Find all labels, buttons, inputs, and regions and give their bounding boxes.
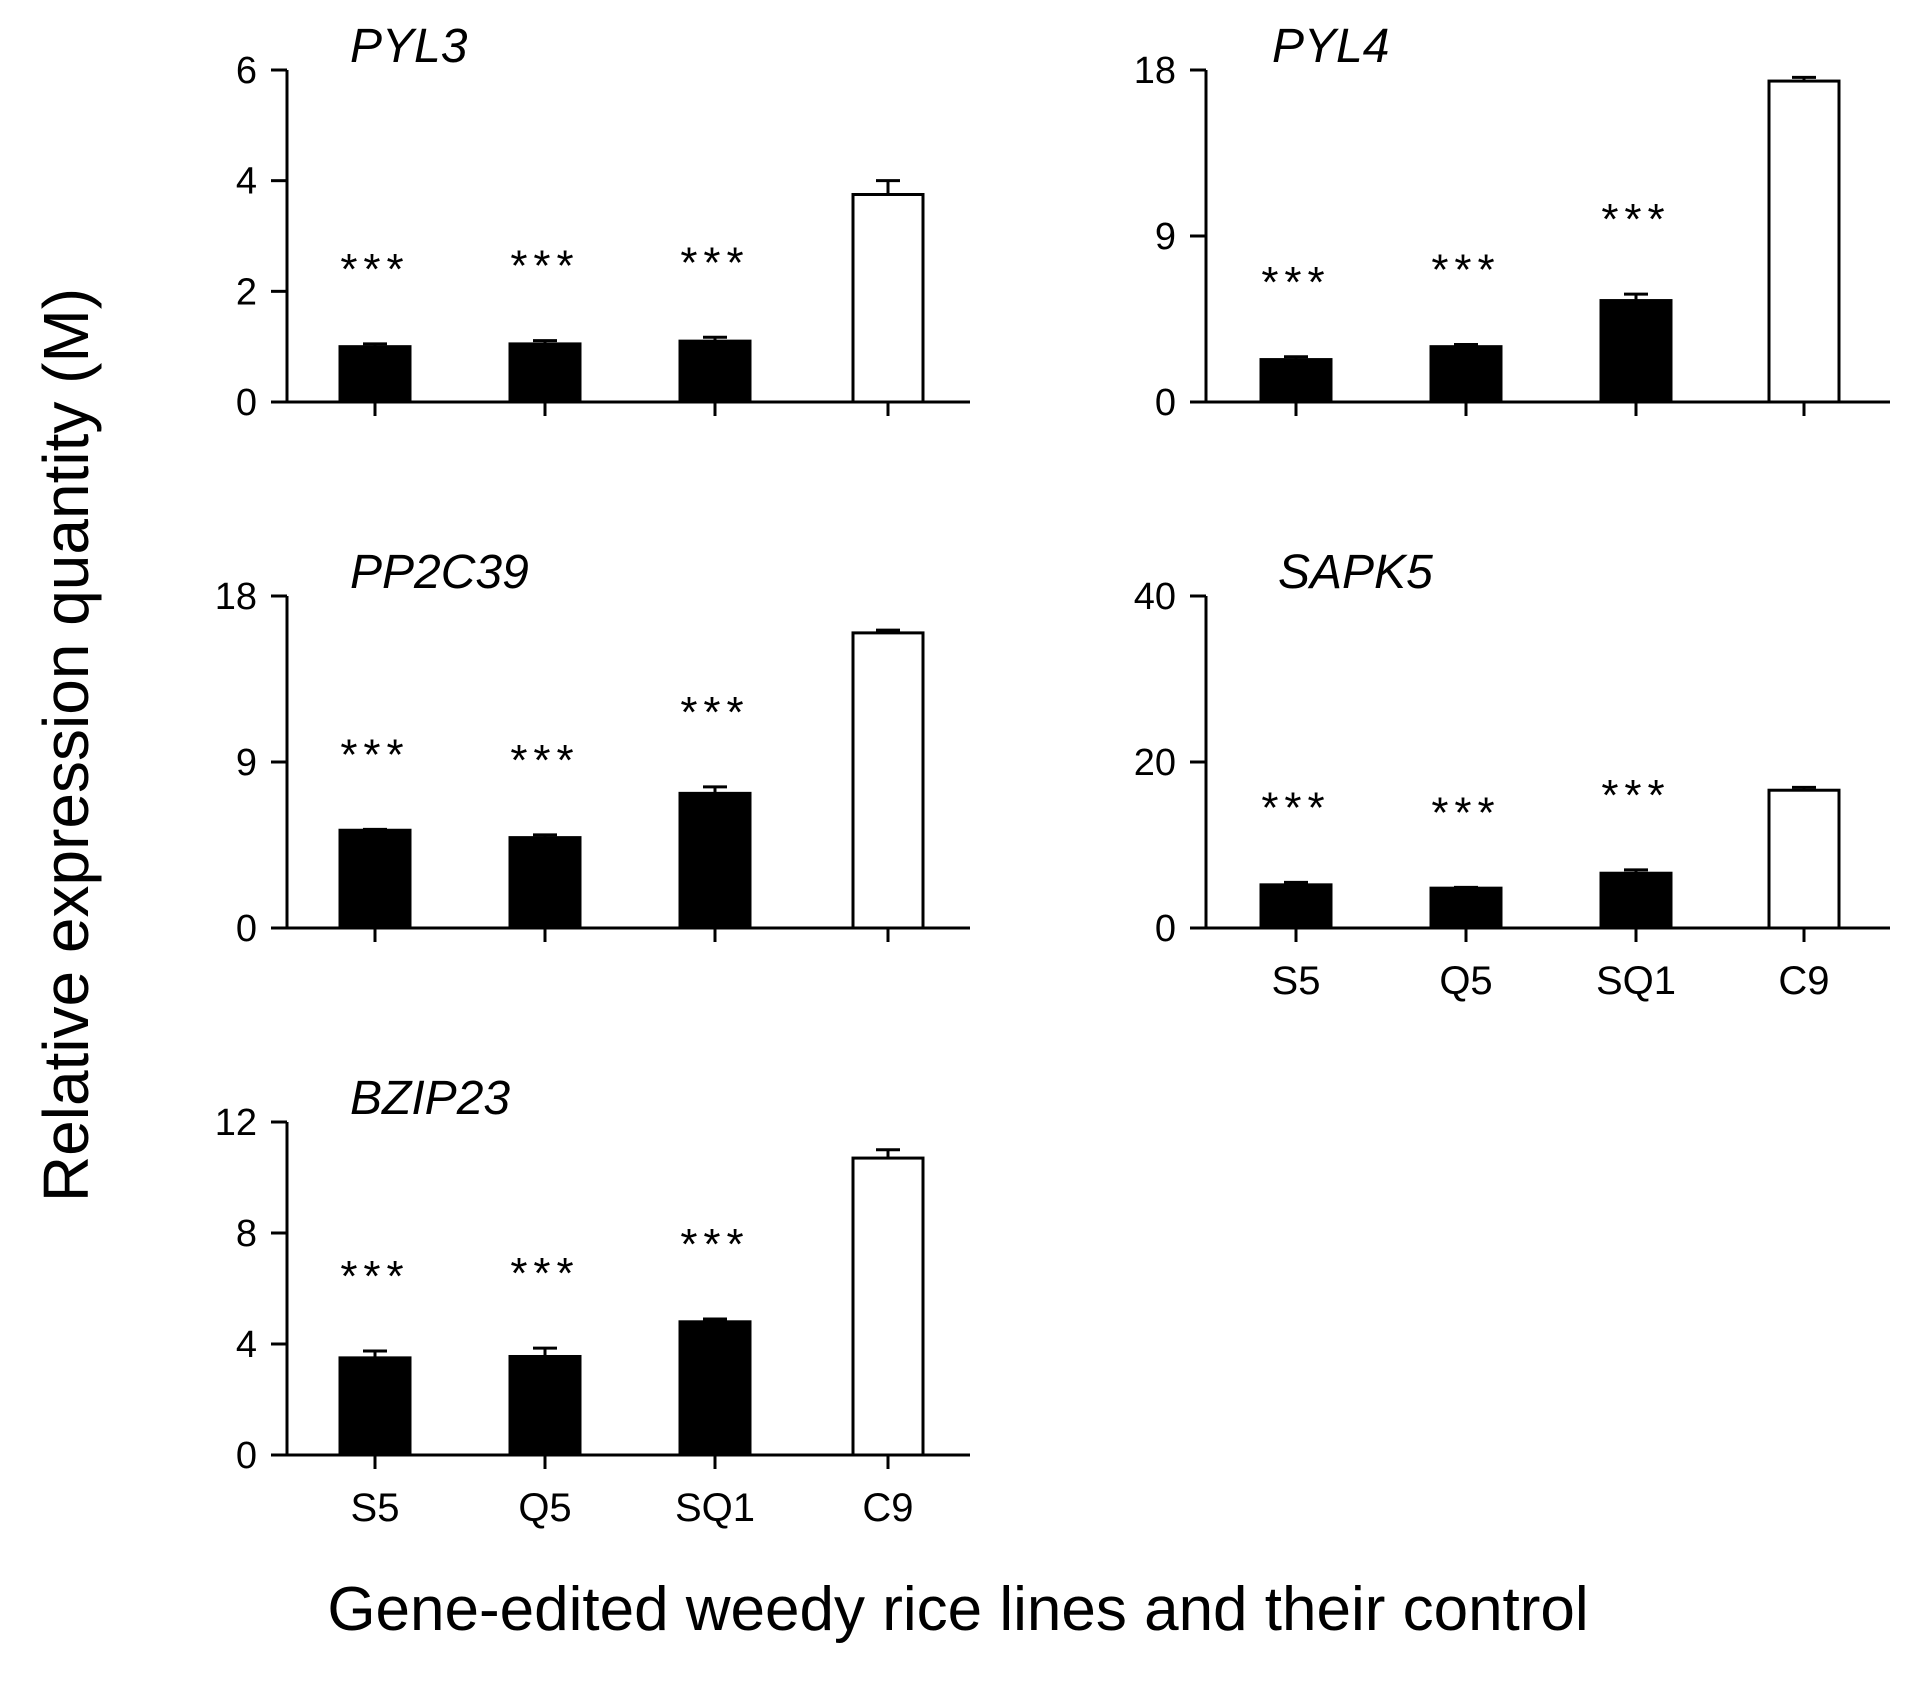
y-tick-label: 8 xyxy=(236,1213,257,1255)
x-category-label: SQ1 xyxy=(675,1486,755,1530)
chart-panel-sapk5: SAPK5 0 20 40 *** S5 *** Q5 *** SQ1 C9 xyxy=(1134,546,1890,1003)
bar-q5 xyxy=(1429,345,1503,404)
panel-title: SAPK5 xyxy=(1278,546,1433,599)
panel-title: BZIP23 xyxy=(350,1072,510,1125)
significance-mark: *** xyxy=(1601,195,1670,244)
significance-mark: *** xyxy=(1601,771,1670,820)
significance-mark: *** xyxy=(1431,245,1500,294)
chart-panel-pyl4: PYL4 0 9 18 *** *** *** xyxy=(1134,20,1890,424)
significance-mark: *** xyxy=(510,1249,579,1298)
bar-q5 xyxy=(508,836,582,930)
y-tick-label: 0 xyxy=(236,382,257,424)
x-category-label: S5 xyxy=(351,1486,400,1530)
significance-mark: *** xyxy=(680,688,749,737)
significance-mark: *** xyxy=(340,245,409,294)
bar-sq1 xyxy=(678,1320,752,1457)
y-tick-label: 2 xyxy=(236,271,257,313)
bar-c9 xyxy=(851,193,925,404)
y-tick-label: 4 xyxy=(236,161,257,203)
y-tick-label: 6 xyxy=(236,50,257,92)
y-tick-label: 9 xyxy=(236,742,257,784)
bar-q5 xyxy=(508,342,582,404)
y-tick-label: 0 xyxy=(1155,382,1176,424)
x-category-label: Q5 xyxy=(518,1486,571,1530)
y-tick-label: 0 xyxy=(236,1435,257,1477)
chart-panel-bzip23: BZIP23 0 4 8 12 *** S5 *** Q5 *** SQ1 C9 xyxy=(215,1072,970,1530)
significance-mark: *** xyxy=(510,242,579,291)
bar-sq1 xyxy=(678,339,752,404)
x-axis-label: Gene-edited weedy rice lines and their c… xyxy=(327,1575,1588,1644)
y-tick-label: 18 xyxy=(1134,50,1176,92)
bar-s5 xyxy=(1259,358,1333,404)
significance-mark: *** xyxy=(1261,258,1330,307)
panel-title: PYL4 xyxy=(1272,20,1389,73)
chart-panel-pp2c39: PP2C39 0 9 18 *** *** *** xyxy=(215,546,970,950)
significance-mark: *** xyxy=(1431,788,1500,837)
significance-mark: *** xyxy=(340,1252,409,1301)
y-tick-label: 0 xyxy=(1155,908,1176,950)
x-category-label: S5 xyxy=(1272,959,1321,1003)
bar-q5 xyxy=(1429,886,1503,930)
bar-c9 xyxy=(1767,79,1841,404)
panel-title: PYL3 xyxy=(350,20,468,73)
significance-mark: *** xyxy=(680,1220,749,1269)
significance-mark: *** xyxy=(1261,783,1330,832)
chart-panel-pyl3: PYL3 0 2 4 6 *** *** *** xyxy=(236,20,970,424)
panel-title: PP2C39 xyxy=(350,546,529,599)
y-tick-label: 4 xyxy=(236,1324,257,1366)
significance-mark: *** xyxy=(510,736,579,785)
y-tick-label: 18 xyxy=(215,576,257,618)
bar-s5 xyxy=(338,828,412,930)
x-category-label: C9 xyxy=(862,1486,913,1530)
bar-c9 xyxy=(851,1156,925,1457)
y-tick-label: 9 xyxy=(1155,216,1176,258)
y-tick-label: 0 xyxy=(236,908,257,950)
bar-sq1 xyxy=(1599,871,1673,930)
x-category-label: Q5 xyxy=(1439,959,1492,1003)
bar-sq1 xyxy=(678,791,752,930)
y-tick-label: 20 xyxy=(1134,742,1176,784)
y-axis-label: Relative expression quantity (M) xyxy=(30,288,102,1202)
significance-mark: *** xyxy=(680,238,749,287)
x-category-label: C9 xyxy=(1778,959,1829,1003)
y-tick-label: 12 xyxy=(215,1102,257,1144)
significance-mark: *** xyxy=(340,730,409,779)
y-tick-label: 40 xyxy=(1134,576,1176,618)
bar-s5 xyxy=(338,345,412,404)
bar-s5 xyxy=(1259,883,1333,930)
bar-c9 xyxy=(1767,788,1841,930)
x-category-label: SQ1 xyxy=(1596,959,1676,1003)
bar-sq1 xyxy=(1599,299,1673,404)
bar-s5 xyxy=(338,1356,412,1457)
bar-c9 xyxy=(851,631,925,930)
bar-q5 xyxy=(508,1354,582,1457)
